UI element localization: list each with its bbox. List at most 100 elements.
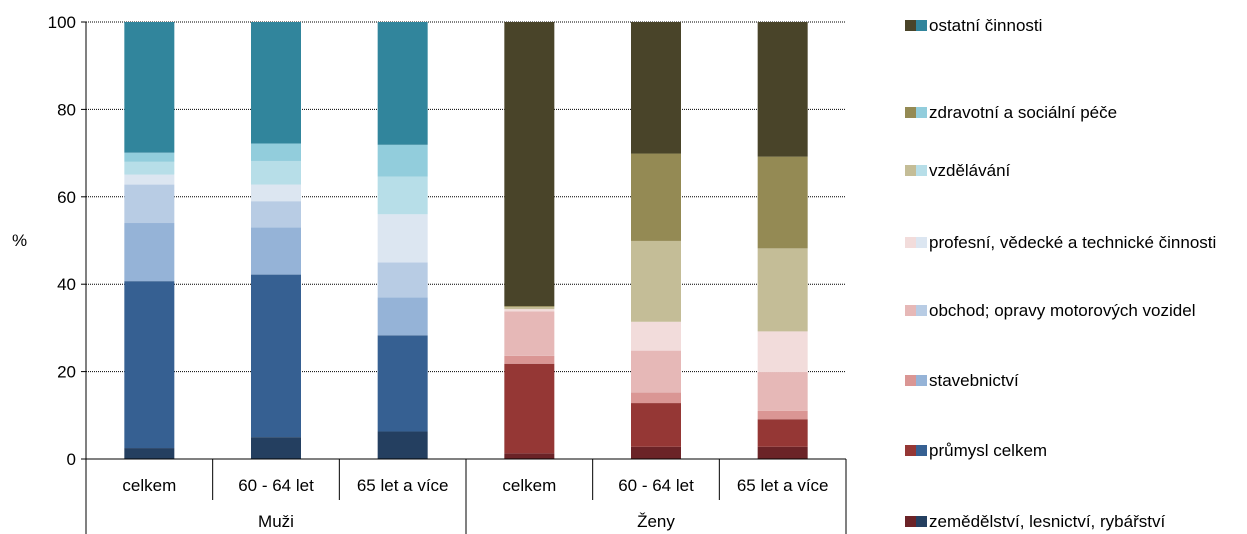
bar-segment <box>377 22 428 145</box>
bar-segment <box>251 160 301 185</box>
bar-segment <box>377 297 428 336</box>
y-tick-label: 0 <box>67 450 76 469</box>
bar-segment <box>504 309 555 312</box>
legend-swatch <box>905 445 916 456</box>
legend-swatch <box>905 305 916 316</box>
bar-segment <box>251 22 301 144</box>
bar-segment <box>757 248 808 332</box>
y-tick-label: 80 <box>57 100 76 119</box>
bar-segment <box>124 281 175 449</box>
bar-segment <box>377 214 428 263</box>
legend-item: stavebnictví <box>905 370 1239 391</box>
bar-segment <box>631 240 681 322</box>
bar-segment <box>251 143 301 161</box>
legend-item: průmysl celkem <box>905 440 1239 461</box>
legend: ostatní činnosti zdravotní a sociální péč… <box>905 0 1245 534</box>
legend-swatch <box>905 107 916 118</box>
bar-segment <box>377 144 428 177</box>
legend-swatch <box>916 516 927 527</box>
bar-segment <box>377 335 428 432</box>
bar-segment <box>757 446 808 459</box>
legend-swatch <box>916 237 927 248</box>
axes <box>85 22 846 460</box>
legend-label: zdravotní a sociální péče <box>929 103 1118 122</box>
bar-segment <box>377 176 428 215</box>
legend-item: obchod; opravy motorových vozidel <box>905 300 1239 321</box>
x-tick-label: celkem <box>502 476 556 495</box>
bar-segment <box>631 403 681 447</box>
legend-swatch <box>905 237 916 248</box>
legend-swatch <box>916 107 927 118</box>
y-axis-label: % <box>12 231 27 250</box>
legend-swatch <box>916 20 927 31</box>
legend-swatch <box>916 445 927 456</box>
legend-label: stavebnictví <box>929 371 1019 390</box>
y-tick-label: 20 <box>57 363 76 382</box>
bar-segment <box>504 306 555 310</box>
legend-item: ostatní činnosti <box>905 15 1239 36</box>
bar-segment <box>504 363 555 454</box>
bar-segment <box>251 274 301 438</box>
gridlines <box>86 21 846 373</box>
legend-label: ostatní činnosti <box>929 16 1043 35</box>
bar-segment <box>124 152 175 162</box>
x-tick-label: 60 - 64 let <box>238 476 314 495</box>
bar-segment <box>631 350 681 393</box>
bar-segment <box>504 311 555 356</box>
legend-label: vzdělávání <box>929 161 1011 180</box>
legend-item: zdravotní a sociální péče <box>905 102 1239 123</box>
bar-segment <box>631 321 681 351</box>
legend-swatch <box>916 375 927 386</box>
bar-segments <box>124 22 808 459</box>
x-tick-label: 65 let a více <box>357 476 449 495</box>
bar-segment <box>124 223 175 282</box>
legend-label: profesní, vědecké a technické činnosti <box>929 233 1217 252</box>
bar-segment <box>377 262 428 298</box>
bar-segment <box>124 174 175 185</box>
bar-segment <box>757 331 808 373</box>
legend-label: obchod; opravy motorových vozidel <box>929 301 1196 320</box>
y-tick-labels: 0 20 40 60 80 100 <box>48 13 86 469</box>
bar-segment <box>251 201 301 228</box>
bar-segment <box>504 355 555 364</box>
bar-segment <box>251 437 301 459</box>
stacked-bar-chart: 0 20 40 60 80 100 % celkem 60 - 64 let 65 let a… <box>12 13 847 534</box>
legend-label: průmysl celkem <box>929 441 1048 460</box>
y-tick-label: 40 <box>57 275 76 294</box>
bar-segment <box>631 392 681 404</box>
bar-segment <box>124 184 175 224</box>
y-tick-label: 100 <box>48 13 76 32</box>
bar-segment <box>504 453 555 459</box>
bar-segment <box>251 227 301 275</box>
legend-item: zemědělství, lesnictví, rybářství <box>905 511 1239 532</box>
legend-label: zemědělství, lesnictví, rybářství <box>929 512 1166 531</box>
bar-segment <box>377 431 428 459</box>
bar-segment <box>757 410 808 420</box>
bar-segment <box>757 22 808 157</box>
bar-segment <box>631 153 681 241</box>
bar-segment <box>757 156 808 249</box>
bar-segment <box>124 161 175 175</box>
legend-item: vzdělávání <box>905 160 1239 181</box>
legend-swatch <box>905 375 916 386</box>
legend-swatch <box>916 165 927 176</box>
x-category-labels: celkem 60 - 64 let 65 let a více celkem 60 -… <box>85 459 847 534</box>
bar-segment <box>504 22 555 307</box>
legend-swatch <box>916 305 927 316</box>
bar-segment <box>504 306 555 307</box>
x-group-label: Ženy <box>637 512 675 531</box>
x-group-label: Muži <box>258 512 294 531</box>
legend-item: profesní, vědecké a technické činnosti <box>905 232 1239 253</box>
bar-segment <box>124 22 175 153</box>
bar-segment <box>757 419 808 447</box>
x-tick-label: celkem <box>122 476 176 495</box>
bar-segment <box>124 448 175 459</box>
bar-segment <box>251 184 301 202</box>
legend-swatch <box>905 165 916 176</box>
x-tick-label: 65 let a více <box>737 476 829 495</box>
y-tick-label: 60 <box>57 188 76 207</box>
bar-segment <box>631 446 681 459</box>
x-tick-label: 60 - 64 let <box>618 476 694 495</box>
legend-swatch <box>905 20 916 31</box>
bar-segment <box>631 22 681 154</box>
